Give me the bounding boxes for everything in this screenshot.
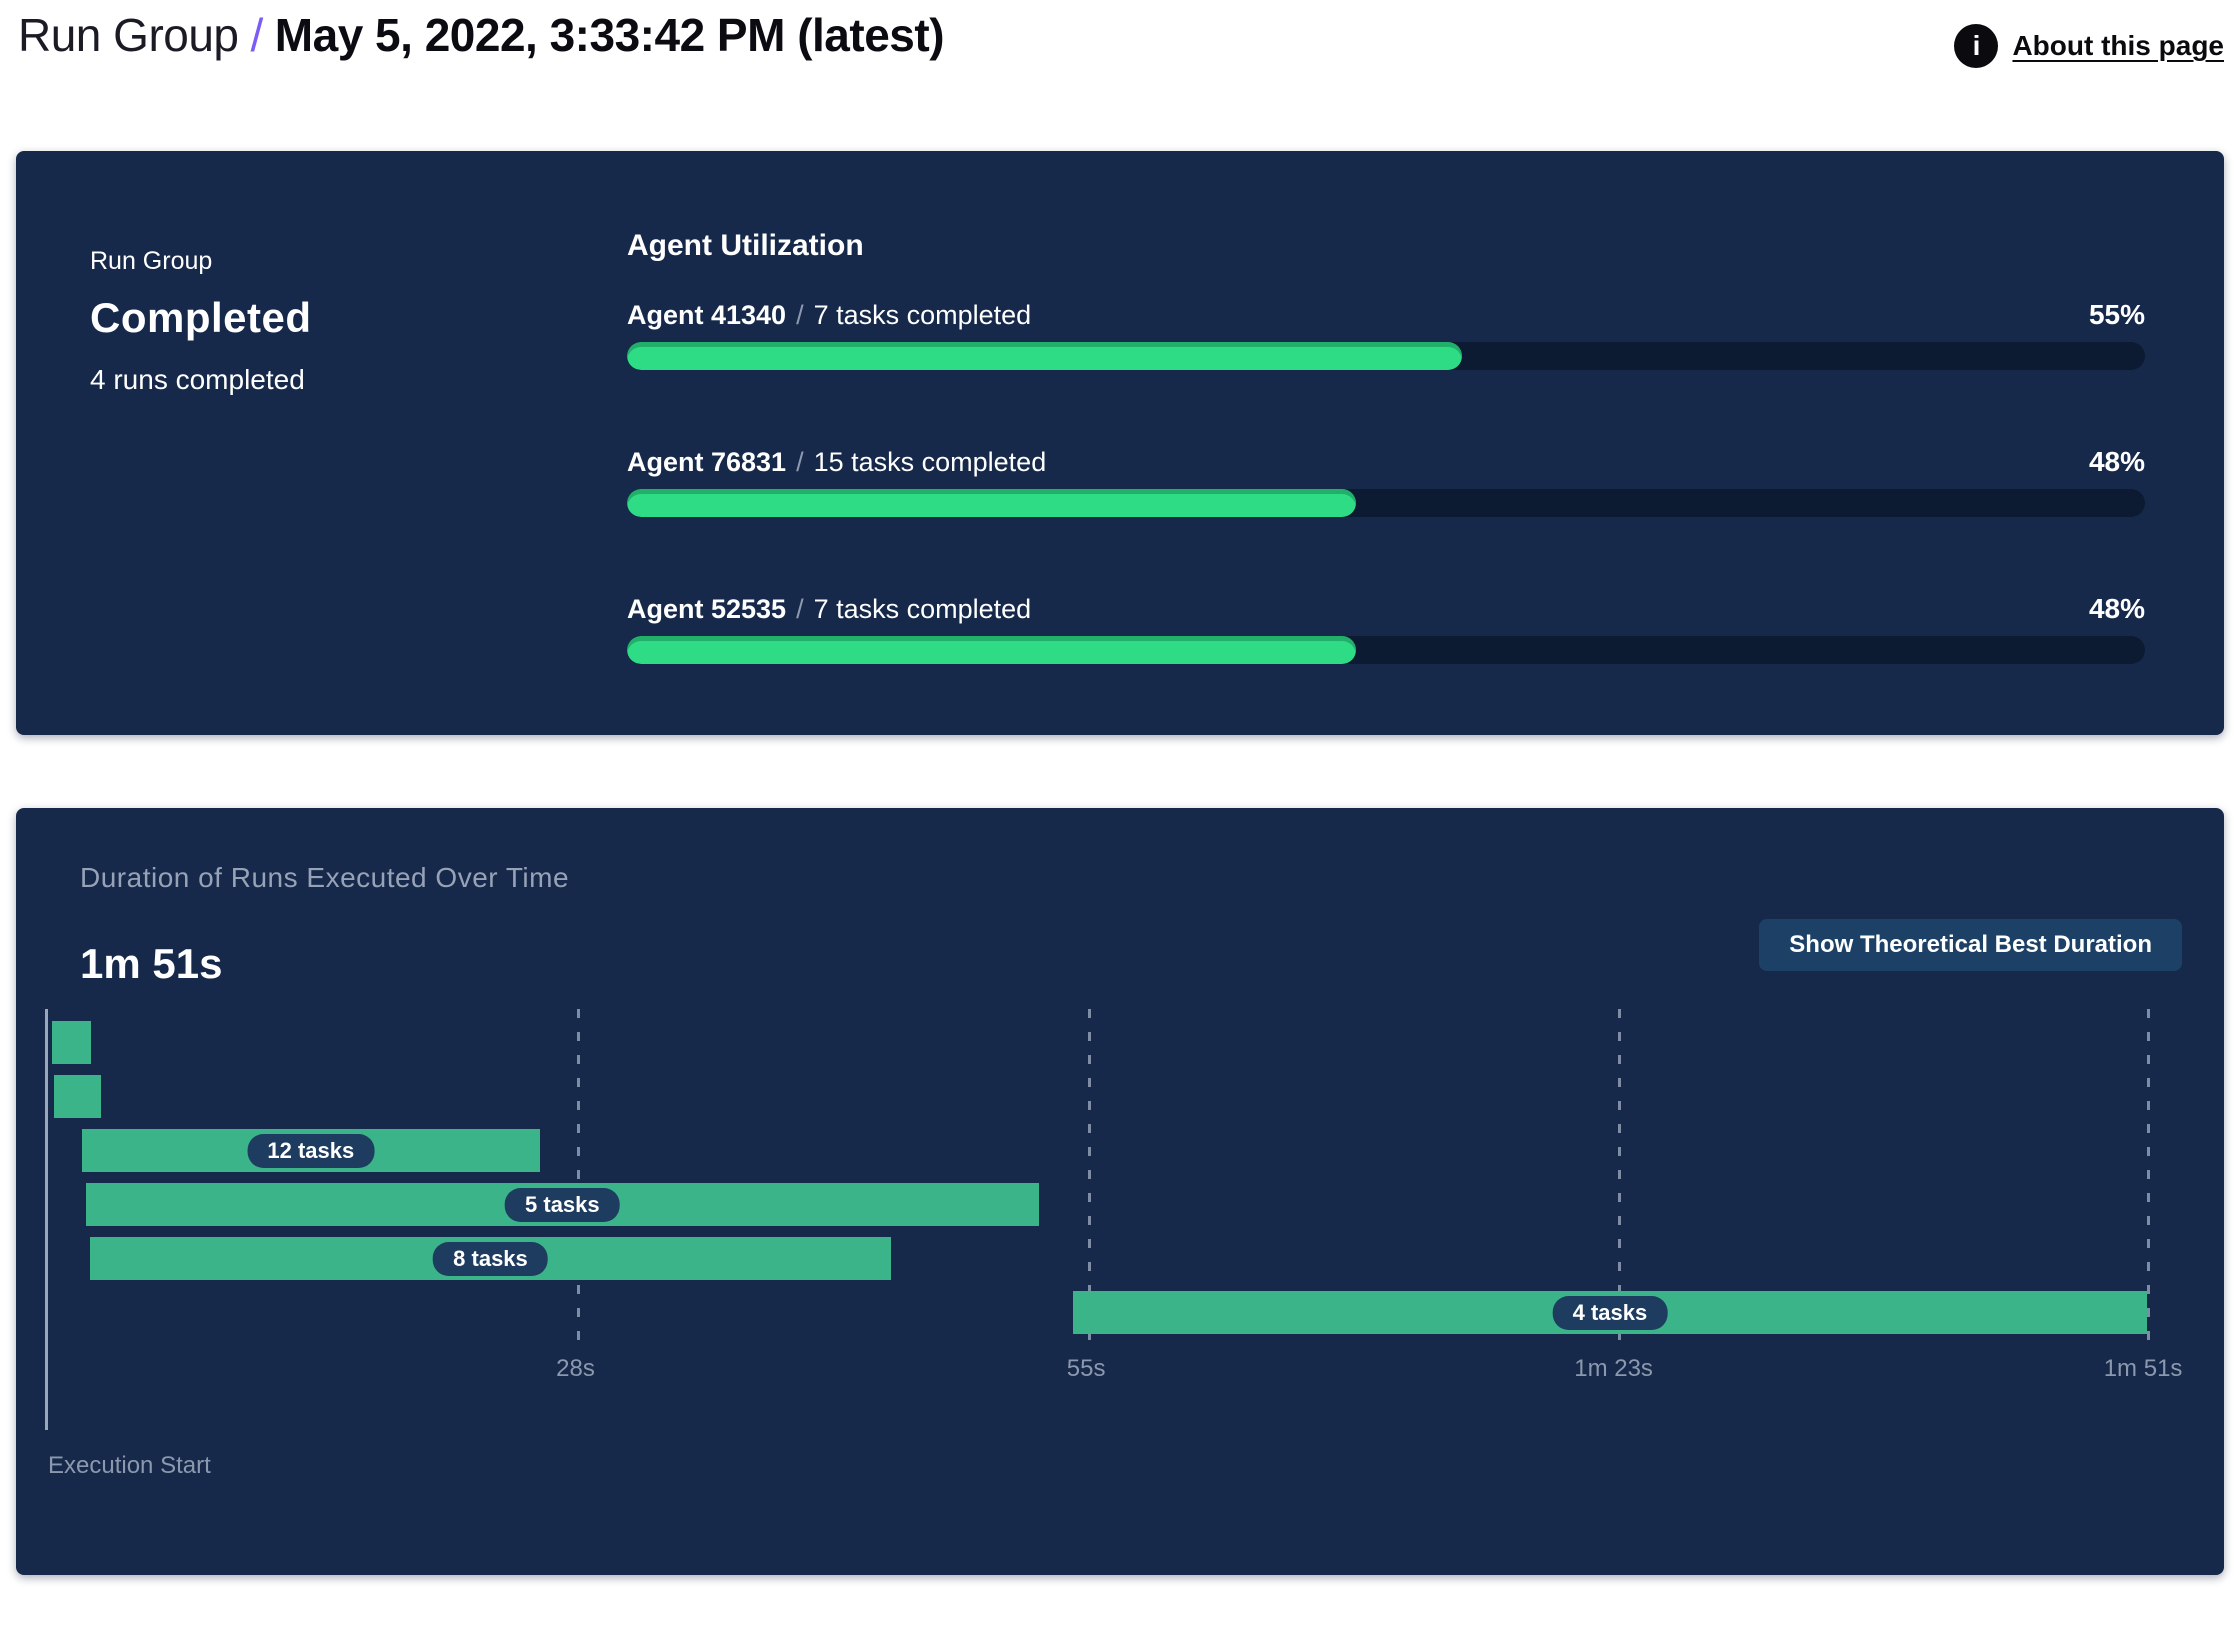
- run-group-status-panel: Run Group Completed 4 runs completed Age…: [16, 151, 2224, 735]
- agent-utilization-percent: 55%: [2088, 299, 2145, 330]
- show-theoretical-best-duration-button[interactable]: Show Theoretical Best Duration: [1759, 919, 2182, 971]
- agent-name: Agent 52535: [627, 594, 787, 624]
- gantt-chart: 28s 55s 1m 23s 1m 51s 12 tasks 5 tasks 8 tasks…: [45, 1009, 2182, 1430]
- duration-chart-title: Duration of Runs Executed Over Time: [80, 862, 570, 893]
- agent-tasks-completed: 15 tasks completed: [813, 447, 1047, 477]
- agent-separator: /: [796, 300, 804, 330]
- run-duration-bar[interactable]: [53, 1075, 101, 1118]
- run-duration-bar[interactable]: 5 tasks: [85, 1183, 1039, 1226]
- run-duration-bar[interactable]: [51, 1021, 92, 1064]
- run-duration-bar[interactable]: 8 tasks: [89, 1237, 892, 1280]
- task-count-pill: 4 tasks: [1552, 1295, 1668, 1330]
- agent-separator: /: [796, 594, 804, 624]
- agent-utilization-percent: 48%: [2088, 593, 2145, 624]
- run-duration-bar[interactable]: 4 tasks: [1072, 1291, 2147, 1334]
- utilization-progress-track: [627, 489, 2145, 517]
- status-column: Run Group Completed 4 runs completed: [90, 247, 312, 396]
- about-link-label[interactable]: About this page: [2012, 30, 2224, 61]
- execution-start-label: Execution Start: [48, 1452, 211, 1479]
- gridline: [1088, 1009, 1092, 1349]
- total-duration-value: 1m 51s: [80, 940, 223, 987]
- page-title: May 5, 2022, 3:33:42 PM (latest): [274, 9, 945, 61]
- agent-name: Agent 76831: [627, 447, 787, 477]
- runs-completed-text: 4 runs completed: [90, 364, 305, 395]
- about-this-page-link[interactable]: i About this page: [1954, 24, 2224, 68]
- run-duration-bar[interactable]: 12 tasks: [82, 1129, 540, 1172]
- gridline: [1617, 1009, 1621, 1349]
- breadcrumb: Run Group / May 5, 2022, 3:33:42 PM (lates…: [18, 8, 945, 62]
- task-count-pill: 12 tasks: [247, 1133, 375, 1168]
- utilization-progress-track: [627, 636, 2145, 664]
- gridline: [577, 1009, 581, 1349]
- agent-utilization-percent: 48%: [2088, 446, 2145, 477]
- axis-tick-label: 1m 23s: [1574, 1355, 1653, 1382]
- agent-tasks-completed: 7 tasks completed: [813, 594, 1032, 624]
- task-count-pill: 5 tasks: [505, 1187, 620, 1222]
- duration-chart-panel: Duration of Runs Executed Over Time 1m 5…: [16, 808, 2224, 1575]
- agent-tasks-completed: 7 tasks completed: [813, 300, 1032, 330]
- breadcrumb-separator: /: [250, 9, 264, 61]
- agent-utilization-section: Agent Utilization Agent 41340 / 7 tasks …: [627, 151, 2145, 735]
- agent-separator: /: [796, 447, 804, 477]
- gridline: [2147, 1009, 2150, 1349]
- task-count-pill: 8 tasks: [433, 1241, 548, 1276]
- axis-tick-label: 28s: [556, 1355, 595, 1382]
- info-icon[interactable]: i: [1954, 24, 1999, 68]
- axis-tick-label: 55s: [1066, 1355, 1106, 1382]
- agent-name: Agent 41340: [627, 300, 787, 330]
- agent-utilization-title: Agent Utilization: [627, 229, 864, 262]
- utilization-progress-track: [627, 342, 2145, 370]
- page-header: Run Group / May 5, 2022, 3:33:42 PM (lates…: [0, 0, 2240, 100]
- utilization-progress-fill: [627, 342, 1462, 370]
- axis-tick-label: 1m 51s: [2103, 1355, 2183, 1382]
- utilization-progress-fill: [627, 489, 1356, 517]
- status-value: Completed: [90, 294, 312, 341]
- status-panel-label: Run Group: [90, 247, 213, 275]
- utilization-progress-fill: [627, 636, 1356, 664]
- agent-row: Agent 41340 / 7 tasks completed 55%: [627, 299, 2145, 370]
- agent-row: Agent 76831 / 15 tasks completed 48%: [627, 446, 2145, 517]
- agent-row: Agent 52535 / 7 tasks completed 48%: [627, 593, 2145, 664]
- breadcrumb-root: Run Group: [18, 9, 239, 61]
